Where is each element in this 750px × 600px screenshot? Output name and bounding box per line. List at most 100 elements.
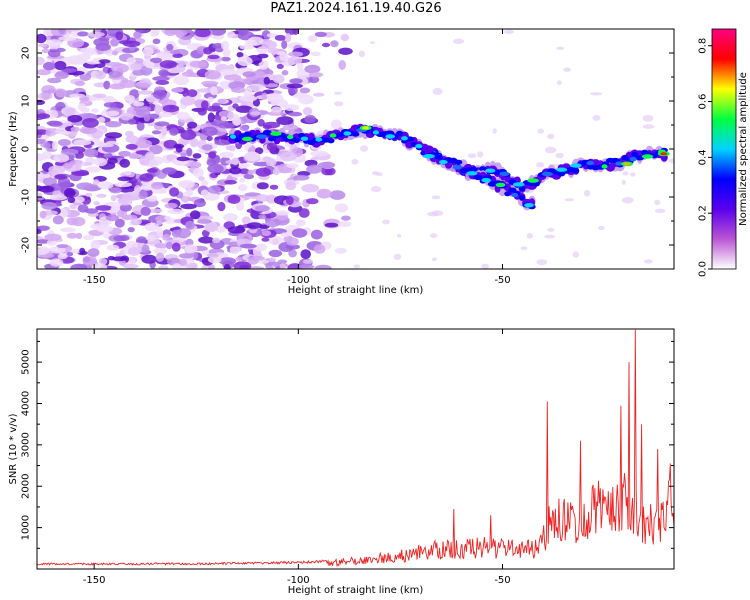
ridge-core bbox=[372, 130, 380, 135]
noise-blob bbox=[98, 257, 108, 265]
noise-blob bbox=[225, 159, 241, 165]
noise-blob bbox=[217, 98, 226, 104]
y-tick-label: 20 bbox=[21, 47, 32, 60]
noise-blob bbox=[180, 130, 197, 140]
noise-blob bbox=[227, 194, 241, 204]
noise-blob bbox=[85, 157, 96, 163]
noise-blob bbox=[265, 218, 281, 228]
colorbar-tick-label: 0.0 bbox=[698, 261, 709, 277]
noise-blob bbox=[238, 29, 249, 36]
noise-blob bbox=[37, 138, 46, 145]
noise-blob bbox=[281, 70, 289, 76]
noise-blob bbox=[156, 50, 169, 61]
noise-blob bbox=[180, 152, 187, 158]
noise-blob bbox=[237, 56, 253, 67]
noise-blob bbox=[160, 126, 168, 136]
ridge-body bbox=[396, 130, 404, 136]
noise-blob bbox=[304, 114, 317, 124]
noise-blob bbox=[642, 124, 655, 129]
noise-blob bbox=[82, 256, 91, 263]
noise-blob bbox=[123, 94, 135, 102]
noise-blob bbox=[564, 198, 575, 202]
branch-core bbox=[524, 203, 534, 208]
noise-blob bbox=[308, 72, 324, 78]
noise-blob bbox=[236, 239, 246, 244]
noise-blob bbox=[544, 234, 556, 239]
noise-blob bbox=[279, 263, 287, 269]
noise-blob bbox=[192, 167, 204, 178]
noise-blob bbox=[250, 111, 261, 116]
noise-blob bbox=[283, 104, 300, 111]
noise-blob bbox=[288, 51, 304, 57]
noise-blob bbox=[299, 87, 311, 94]
noise-blob bbox=[139, 156, 150, 166]
noise-blob bbox=[75, 160, 82, 171]
noise-blob bbox=[130, 63, 142, 71]
noise-blob bbox=[520, 246, 528, 251]
noise-blob bbox=[54, 174, 67, 180]
noise-blob bbox=[247, 169, 254, 175]
noise-blob bbox=[121, 214, 138, 220]
ridge-core bbox=[586, 160, 595, 166]
y-tick-label: 4000 bbox=[21, 391, 32, 416]
branch-core bbox=[452, 165, 463, 170]
noise-blob bbox=[128, 153, 139, 159]
noise-blob bbox=[44, 233, 62, 241]
noise-blob bbox=[137, 90, 154, 95]
noise-blob bbox=[137, 239, 148, 244]
noise-blob bbox=[268, 235, 284, 246]
colorbar-tick-label: 0.2 bbox=[698, 205, 709, 221]
noise-blob bbox=[103, 80, 111, 90]
noise-blob bbox=[247, 266, 265, 269]
noise-blob bbox=[61, 180, 72, 188]
noise-blob bbox=[279, 52, 289, 62]
noise-blob bbox=[166, 43, 174, 51]
noise-blob bbox=[153, 247, 167, 255]
noise-blob bbox=[376, 172, 383, 177]
noise-blob bbox=[134, 29, 145, 33]
noise-blob bbox=[135, 139, 152, 148]
noise-blob bbox=[189, 161, 202, 168]
noise-blob bbox=[118, 197, 133, 206]
noise-blob bbox=[164, 202, 178, 209]
noise-blob bbox=[43, 61, 56, 71]
x-tick-label: -150 bbox=[83, 575, 106, 586]
noise-blob bbox=[334, 91, 342, 95]
noise-blob bbox=[266, 93, 281, 98]
noise-blob bbox=[304, 64, 321, 74]
noise-blob bbox=[141, 244, 150, 254]
noise-blob bbox=[201, 144, 213, 151]
noise-blob bbox=[82, 118, 99, 128]
noise-blob bbox=[268, 257, 276, 263]
noise-blob bbox=[52, 215, 64, 225]
noise-blob bbox=[125, 143, 138, 150]
noise-blob bbox=[45, 129, 52, 137]
noise-blob bbox=[79, 96, 90, 102]
noise-blob bbox=[223, 263, 231, 269]
noise-blob bbox=[285, 196, 294, 205]
y-axis-label: Frequency (Hz) bbox=[8, 111, 19, 187]
noise-blob bbox=[91, 108, 99, 113]
noise-blob bbox=[167, 208, 185, 215]
noise-blob bbox=[232, 103, 239, 109]
noise-blob bbox=[90, 239, 101, 250]
ridge-core bbox=[570, 163, 582, 168]
noise-blob bbox=[334, 247, 347, 254]
noise-blob bbox=[313, 92, 325, 97]
noise-blob bbox=[302, 107, 313, 116]
noise-blob bbox=[306, 198, 319, 205]
noise-blob bbox=[43, 142, 51, 149]
noise-blob bbox=[189, 60, 207, 68]
noise-blob bbox=[316, 188, 332, 199]
noise-blob bbox=[396, 233, 402, 238]
noise-blob bbox=[96, 193, 107, 198]
noise-blob bbox=[314, 31, 327, 37]
noise-blob bbox=[37, 192, 43, 197]
ridge-body bbox=[234, 137, 242, 143]
noise-blob bbox=[85, 166, 102, 173]
noise-blob bbox=[70, 263, 88, 269]
ridge-core bbox=[315, 137, 323, 142]
noise-blob bbox=[134, 185, 142, 194]
noise-blob bbox=[41, 201, 57, 210]
